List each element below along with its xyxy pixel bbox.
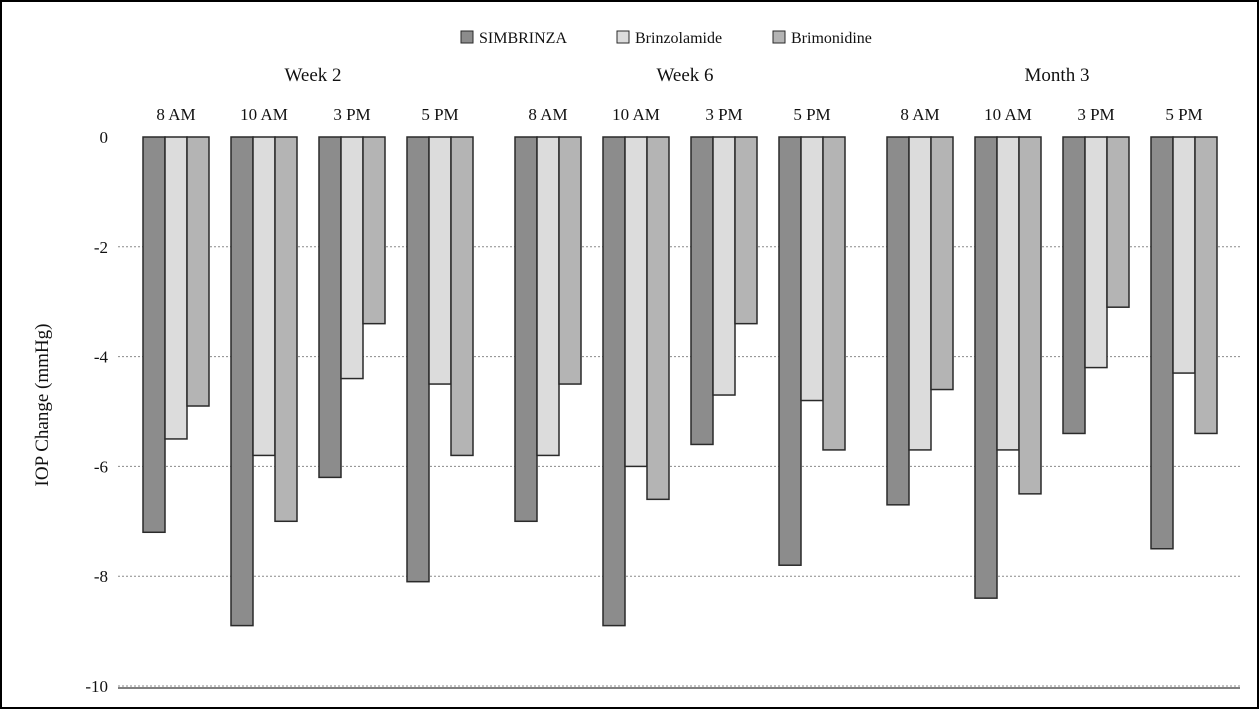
- bar-simbrinza: [1062, 136, 1086, 435]
- time-label: 5 PM: [793, 105, 830, 124]
- bar-brinzolamide: [1172, 136, 1196, 374]
- group-label: Month 3: [1025, 65, 1090, 86]
- bar-brinzolamide: [164, 136, 188, 440]
- bar-simbrinza: [974, 136, 998, 599]
- time-label: 10 AM: [240, 105, 288, 124]
- legend-label: SIMBRINZA: [479, 30, 567, 47]
- time-label: 10 AM: [612, 105, 660, 124]
- bar-brimonidine: [1194, 136, 1218, 435]
- bar-simbrinza: [142, 136, 166, 534]
- bar-brimonidine: [362, 136, 386, 325]
- bar-simbrinza: [602, 136, 626, 627]
- bar-brimonidine: [186, 136, 210, 407]
- bar-simbrinza: [886, 136, 910, 506]
- bar-brimonidine: [930, 136, 954, 391]
- bar-simbrinza: [318, 136, 342, 479]
- y-tick-label: -4: [94, 348, 109, 367]
- time-label: 10 AM: [984, 105, 1032, 124]
- bar-brimonidine: [646, 136, 670, 501]
- bar-brimonidine: [1106, 136, 1130, 308]
- bar-brinzolamide: [340, 136, 364, 380]
- bar-simbrinza: [514, 136, 538, 523]
- group-label: Week 2: [284, 65, 341, 86]
- bar-brinzolamide: [908, 136, 932, 451]
- time-label: 5 PM: [1165, 105, 1202, 124]
- bar-brimonidine: [450, 136, 474, 457]
- time-label: 3 PM: [333, 105, 370, 124]
- time-label: 8 AM: [900, 105, 939, 124]
- time-label: 5 PM: [421, 105, 458, 124]
- legend-label: Brinzolamide: [635, 30, 722, 47]
- bar-simbrinza: [778, 136, 802, 566]
- legend: SIMBRINZA Brinzolamide Brimonidine: [460, 30, 872, 47]
- time-label: 8 AM: [156, 105, 195, 124]
- bar-brinzolamide: [1084, 136, 1108, 369]
- time-label: 3 PM: [705, 105, 742, 124]
- bar-brinzolamide: [624, 136, 648, 468]
- bar-brinzolamide: [536, 136, 560, 457]
- group-labels: Week 2 Week 6 Month 3: [284, 65, 1089, 86]
- y-axis-label: IOP Change (mmHg): [32, 324, 53, 487]
- legend-swatch: [460, 30, 474, 44]
- y-axis-ticks: 0 -2 -4 -6 -8 -10: [85, 128, 108, 696]
- gridlines: [118, 246, 1240, 687]
- bars: [142, 136, 1218, 627]
- bar-brinzolamide: [712, 136, 736, 396]
- y-tick-label: -2: [94, 238, 108, 257]
- bar-simbrinza: [230, 136, 254, 627]
- bar-brimonidine: [1018, 136, 1042, 495]
- bar-brinzolamide: [252, 136, 276, 457]
- bar-brinzolamide: [428, 136, 452, 385]
- legend-swatch: [772, 30, 786, 44]
- y-tick-label: -6: [94, 457, 108, 476]
- bar-simbrinza: [406, 136, 430, 583]
- bar-brinzolamide: [800, 136, 824, 402]
- bar-simbrinza: [1150, 136, 1174, 550]
- bar-simbrinza: [690, 136, 714, 446]
- group-label: Week 6: [656, 65, 713, 86]
- legend-swatch: [616, 30, 630, 44]
- y-tick-label: -10: [85, 677, 108, 696]
- bar-brimonidine: [822, 136, 846, 451]
- bar-brinzolamide: [996, 136, 1020, 451]
- time-labels: 8 AM 10 AM 3 PM 5 PM 8 AM 10 AM 3 PM 5 PM 8 AM 10…: [156, 105, 1202, 124]
- time-label: 3 PM: [1077, 105, 1114, 124]
- bar-brimonidine: [734, 136, 758, 325]
- bar-brimonidine: [558, 136, 582, 385]
- legend-label: Brimonidine: [791, 30, 872, 47]
- bar-brimonidine: [274, 136, 298, 523]
- y-tick-label: 0: [100, 128, 109, 147]
- time-label: 8 AM: [528, 105, 567, 124]
- y-tick-label: -8: [94, 567, 108, 586]
